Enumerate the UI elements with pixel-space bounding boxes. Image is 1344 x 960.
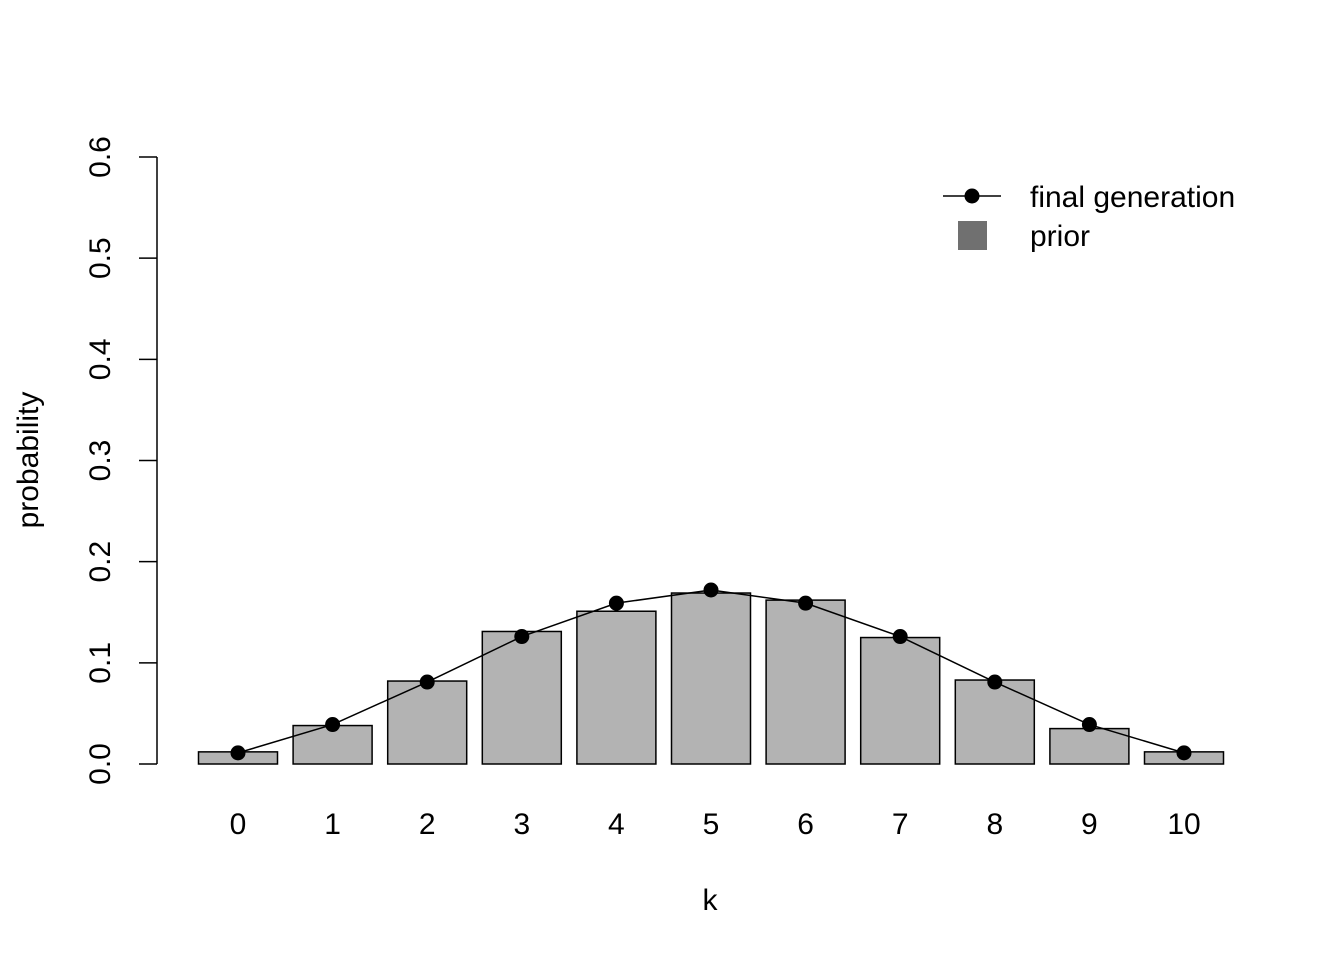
bar-prior-4 [576,610,657,765]
legend-bar-swatch [958,221,987,250]
bar-prior-5 [670,592,752,765]
y-tick-label: 0.5 [84,237,117,279]
legend-label-prior: prior [1030,220,1090,253]
y-tick-label: 0.2 [84,541,117,583]
legend: final generation prior [943,181,1235,253]
bar-prior-6 [765,599,846,765]
x-tick-label: 0 [230,808,247,841]
bar-prior-8 [954,679,1036,765]
x-tick-labels: 0 1 2 3 4 5 6 7 8 9 10 [230,808,1201,841]
x-tick-label: 10 [1167,808,1200,841]
point-final-generation-1 [325,717,341,733]
y-tick-label: 0.4 [84,338,117,380]
x-tick-label: 6 [797,808,814,841]
point-final-generation-9 [1081,717,1097,733]
y-axis: 0.0 0.1 0.2 0.3 0.4 0.5 0.6 [84,136,158,785]
y-ticks: 0.0 0.1 0.2 0.3 0.4 0.5 0.6 [84,136,157,785]
point-final-generation-6 [798,595,814,611]
x-tick-label: 4 [608,808,625,841]
bar-prior-2 [386,680,468,765]
point-final-generation-0 [230,745,246,761]
point-final-generation-5 [703,582,719,598]
y-tick-label: 0.1 [84,642,117,684]
bar-prior-3 [481,630,563,765]
x-tick-label: 3 [513,808,530,841]
bar-prior-7 [859,636,941,765]
y-tick-label: 0.6 [84,136,117,178]
point-final-generation-8 [987,674,1003,690]
y-tick-label: 0.3 [84,440,117,482]
prior-bars [197,592,1225,765]
x-tick-label: 9 [1081,808,1098,841]
x-tick-label: 8 [986,808,1003,841]
x-axis-label: k [703,884,719,917]
x-tick-label: 2 [419,808,436,841]
point-final-generation-3 [514,629,530,645]
bar-prior-9 [1049,727,1130,765]
x-tick-label: 1 [324,808,341,841]
final-generation-points [230,582,1192,761]
y-axis-label: probability [12,392,45,529]
legend-label-final-generation: final generation [1030,181,1235,214]
point-final-generation-4 [608,595,624,611]
y-tick-label: 0.0 [84,743,117,785]
x-tick-label: 7 [892,808,909,841]
point-final-generation-10 [1176,745,1192,761]
point-final-generation-2 [419,674,435,690]
legend-point-swatch [964,188,980,204]
x-tick-label: 5 [703,808,720,841]
plot-area [197,582,1225,765]
point-final-generation-7 [892,629,908,645]
